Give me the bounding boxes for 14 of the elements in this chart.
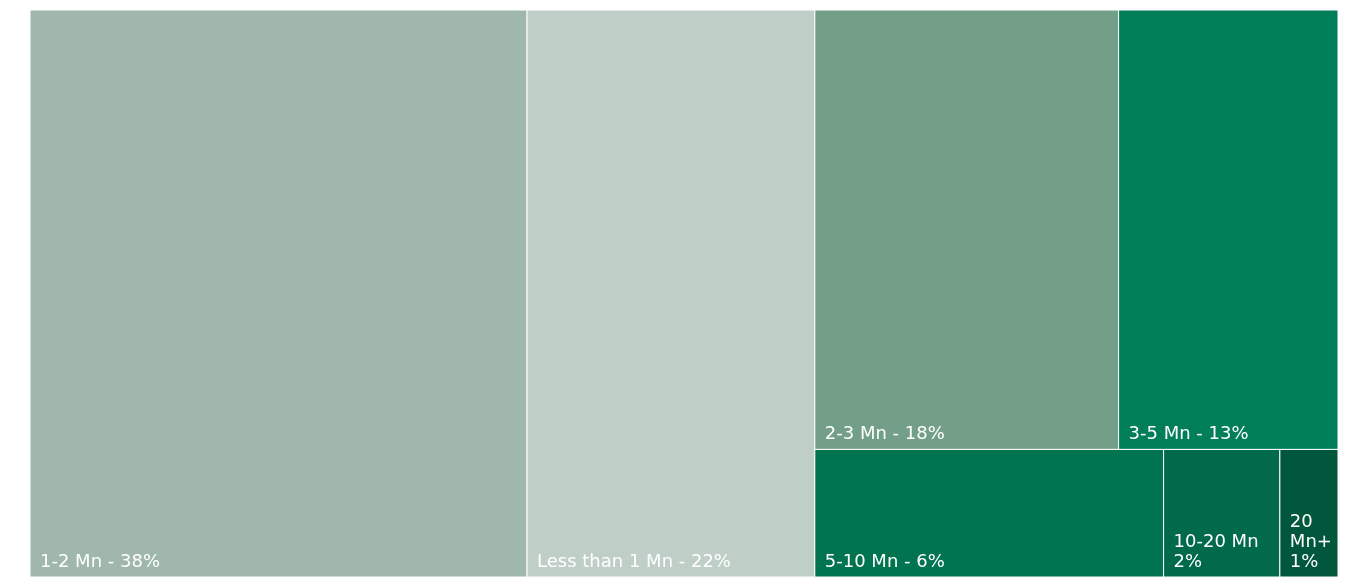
category-label: 10-20 Mn	[1173, 530, 1259, 552]
data-label: 18%	[904, 422, 945, 444]
data-label: 22%	[690, 550, 731, 571]
category-label: 1-2 Mn -	[40, 550, 115, 571]
data-label: 13%	[1208, 422, 1249, 444]
data-label: 2%	[1173, 550, 1203, 571]
category-label: Less than 1 Mn -	[537, 550, 686, 571]
category-label: 2-3 Mn -	[824, 422, 900, 444]
category-label: 3-5 Mn -	[1128, 422, 1203, 444]
data-label: 38%	[120, 550, 161, 571]
data-label: 6%	[916, 550, 945, 571]
data-label: 1%	[1289, 550, 1319, 571]
category-label: 20 Mn+	[1289, 510, 1332, 552]
category-label: 5-10 Mn -	[824, 550, 911, 571]
